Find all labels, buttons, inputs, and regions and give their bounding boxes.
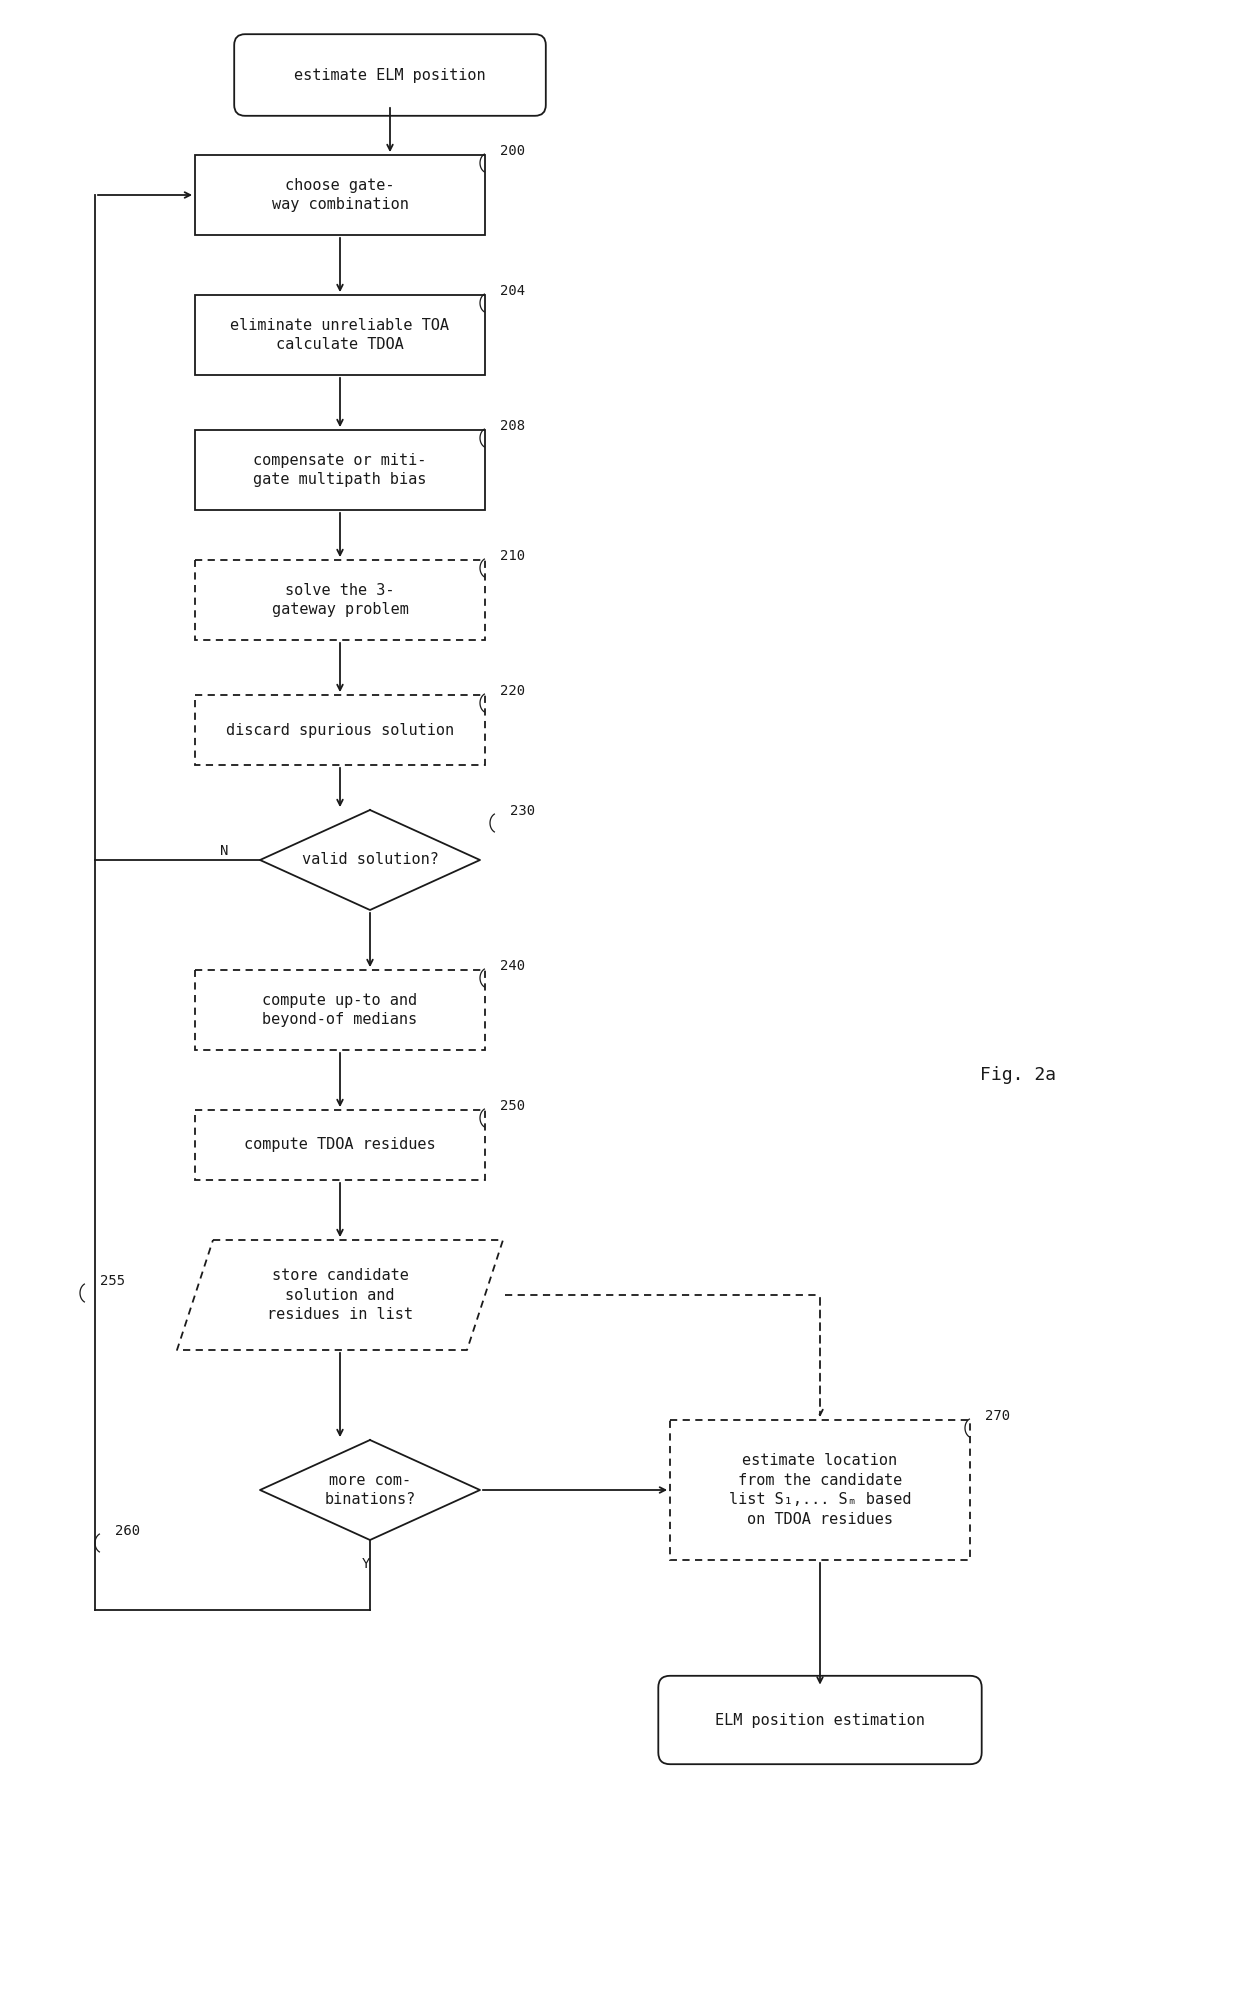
Text: 260: 260 [115, 1525, 140, 1539]
Text: 200: 200 [500, 144, 525, 158]
Text: 240: 240 [500, 958, 525, 972]
Text: valid solution?: valid solution? [301, 852, 439, 868]
Text: choose gate-
way combination: choose gate- way combination [272, 178, 408, 212]
Polygon shape [260, 810, 480, 910]
FancyBboxPatch shape [234, 34, 546, 116]
Bar [195, 970, 485, 1050]
Text: 208: 208 [500, 419, 525, 433]
Polygon shape [177, 1240, 503, 1349]
Text: 250: 250 [500, 1100, 525, 1114]
Text: 220: 220 [500, 685, 525, 699]
Text: ELM position estimation: ELM position estimation [715, 1713, 925, 1727]
Text: 210: 210 [500, 549, 525, 563]
FancyBboxPatch shape [658, 1677, 982, 1764]
Bar [195, 156, 485, 236]
Text: 270: 270 [985, 1409, 1011, 1423]
Text: store candidate
solution and
residues in list: store candidate solution and residues in… [267, 1267, 413, 1321]
Text: more com-
binations?: more com- binations? [325, 1473, 415, 1507]
Text: 230: 230 [510, 804, 536, 818]
Text: solve the 3-
gateway problem: solve the 3- gateway problem [272, 583, 408, 617]
Text: eliminate unreliable TOA
calculate TDOA: eliminate unreliable TOA calculate TDOA [231, 317, 449, 353]
Polygon shape [260, 1439, 480, 1541]
Bar [195, 561, 485, 641]
Bar [195, 295, 485, 375]
Bar [195, 1110, 485, 1180]
Text: compensate or miti-
gate multipath bias: compensate or miti- gate multipath bias [253, 453, 427, 487]
Bar [670, 1419, 970, 1561]
Text: 204: 204 [500, 283, 525, 297]
Text: Y: Y [362, 1557, 371, 1571]
Text: Fig. 2a: Fig. 2a [980, 1066, 1056, 1084]
Text: compute up-to and
beyond-of medians: compute up-to and beyond-of medians [263, 992, 418, 1028]
Bar [195, 429, 485, 511]
Text: estimate ELM position: estimate ELM position [294, 68, 486, 82]
Text: estimate location
from the candidate
list S₁,... Sₘ based
on TDOA residues: estimate location from the candidate lis… [729, 1453, 911, 1527]
Text: 255: 255 [100, 1273, 125, 1287]
Text: discard spurious solution: discard spurious solution [226, 723, 454, 737]
Bar [195, 695, 485, 764]
Text: compute TDOA residues: compute TDOA residues [244, 1138, 435, 1152]
Text: N: N [219, 844, 228, 858]
